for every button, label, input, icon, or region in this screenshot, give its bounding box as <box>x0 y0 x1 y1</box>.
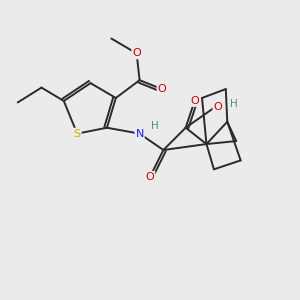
Text: O: O <box>213 102 222 112</box>
Text: O: O <box>190 96 199 106</box>
Text: O: O <box>146 172 154 182</box>
Text: H: H <box>151 121 159 131</box>
Text: O: O <box>132 48 141 59</box>
Text: H: H <box>230 99 238 109</box>
Text: N: N <box>135 129 144 139</box>
Text: S: S <box>74 129 81 139</box>
Text: O: O <box>158 84 166 94</box>
